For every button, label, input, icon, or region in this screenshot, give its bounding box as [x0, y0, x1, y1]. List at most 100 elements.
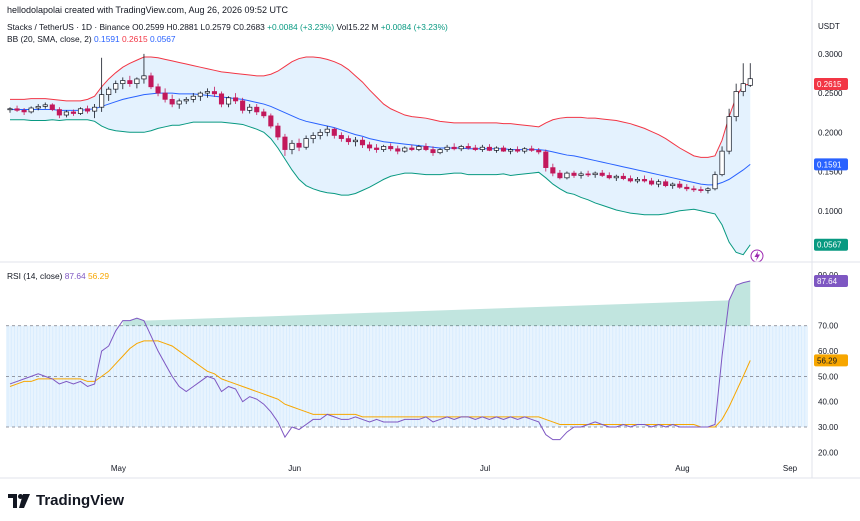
- candle: [338, 132, 344, 142]
- candle-body-up: [247, 106, 253, 111]
- candle: [388, 143, 394, 152]
- candle: [592, 171, 598, 178]
- candle: [324, 126, 330, 137]
- candle-body-down: [331, 128, 337, 136]
- candle: [529, 145, 535, 152]
- candle: [169, 94, 175, 108]
- candle-body-up: [310, 135, 316, 139]
- bollinger-legend: BB (20, SMA, close, 2) 0.1591 0.2615 0.0…: [7, 34, 176, 44]
- bollinger-basis-line: [10, 92, 751, 186]
- candle-body-down: [585, 173, 591, 176]
- rsi-panel: [6, 280, 808, 441]
- candle: [508, 148, 514, 155]
- tradingview-logo-icon: [8, 493, 30, 508]
- candle-body-down: [543, 151, 549, 168]
- candle: [409, 144, 415, 152]
- candle: [719, 146, 725, 177]
- rsi-name[interactable]: RSI (14, close): [7, 271, 63, 281]
- candle-body-up: [634, 179, 641, 182]
- rsi-line: [9, 280, 751, 441]
- lightning-icon-bolt: [754, 251, 760, 261]
- candle-body-down: [127, 80, 133, 85]
- tradingview-logo[interactable]: TradingView: [8, 492, 124, 509]
- candle: [747, 63, 753, 87]
- candle: [218, 91, 225, 108]
- chart-canvas[interactable]: 0.30000.25000.20000.15000.10000.26150.15…: [0, 0, 860, 490]
- candle: [92, 104, 98, 119]
- candle: [726, 108, 732, 155]
- time-axis-label: May: [111, 464, 126, 473]
- bollinger-basis-label: 0.1591: [814, 158, 848, 171]
- candle: [289, 140, 295, 155]
- candle: [712, 171, 718, 191]
- candle-body-up: [402, 147, 408, 152]
- bollinger-name[interactable]: BB (20, SMA, close, 2): [7, 34, 92, 44]
- candle-body-down: [345, 138, 351, 143]
- candle-body-up: [28, 107, 34, 113]
- candle-body-up: [42, 104, 48, 107]
- low-value: L0.2579: [200, 22, 231, 32]
- bollinger-lower-label-box: [814, 238, 848, 251]
- candle: [367, 141, 373, 152]
- candle: [613, 174, 619, 181]
- symbol-name[interactable]: Stacks / TetherUS · 1D · Binance: [7, 22, 130, 32]
- rsi-tick-label: 60.00: [818, 347, 839, 356]
- candle-body-up: [190, 95, 196, 100]
- candle: [585, 170, 591, 178]
- candle-body-down: [663, 181, 669, 187]
- candle: [451, 143, 457, 151]
- time-axis-label: Aug: [675, 464, 689, 473]
- candle: [254, 104, 260, 116]
- bollinger-basis-value: 0.1591: [94, 34, 120, 44]
- candle: [493, 146, 500, 153]
- candle: [359, 137, 366, 148]
- close-value: C0.2683: [233, 22, 265, 32]
- bollinger-upper-value: 0.2615: [122, 34, 148, 44]
- candle: [465, 143, 471, 150]
- candle-body-up: [726, 116, 732, 152]
- candle: [733, 83, 739, 122]
- candle-body-up: [416, 146, 422, 150]
- axis-layer: 0.30000.25000.20000.15000.10000.26150.15…: [0, 0, 860, 479]
- candle-body-down: [21, 109, 27, 113]
- candle: [183, 97, 189, 105]
- candle-body-up: [508, 149, 514, 152]
- candle-body-up: [120, 80, 126, 85]
- lightning-icon: [750, 249, 764, 263]
- candle-body-down: [606, 175, 612, 179]
- candle-body-up: [204, 91, 210, 94]
- rsi-ma-line: [9, 340, 751, 428]
- candle: [599, 169, 605, 178]
- bollinger-basis-label-text: 0.1591: [817, 160, 842, 169]
- candle: [500, 145, 507, 152]
- candle: [578, 171, 584, 179]
- candle-body-up: [176, 100, 182, 105]
- price-tick-label: 0.3000: [818, 50, 843, 59]
- candle-body-up: [712, 174, 718, 190]
- bollinger-lower-label: 0.0567: [814, 238, 848, 251]
- candle: [106, 86, 112, 101]
- candle-body-up: [493, 147, 500, 151]
- candle-body-up: [437, 149, 443, 154]
- candle-body-down: [84, 108, 91, 112]
- candle-body-down: [395, 148, 401, 152]
- candle-body-up: [324, 128, 330, 133]
- candle: [543, 149, 549, 172]
- quote-currency[interactable]: USDT: [818, 22, 840, 31]
- candle-body-down: [627, 178, 633, 182]
- candle-body-up: [77, 108, 84, 114]
- candle-body-down: [536, 150, 542, 153]
- candle: [486, 144, 492, 152]
- candle: [127, 75, 133, 87]
- candle-body-up: [134, 78, 140, 85]
- candle-body-down: [641, 179, 648, 182]
- change-value-2: +0.0084 (+3.23%): [380, 22, 448, 32]
- candle: [381, 144, 387, 152]
- candle-body-up: [522, 148, 528, 152]
- open-value: O0.2599: [132, 22, 165, 32]
- candle: [99, 57, 105, 112]
- candle: [28, 106, 34, 114]
- candle: [437, 148, 443, 155]
- candle-body-up: [63, 111, 69, 116]
- candle-body-down: [367, 144, 373, 149]
